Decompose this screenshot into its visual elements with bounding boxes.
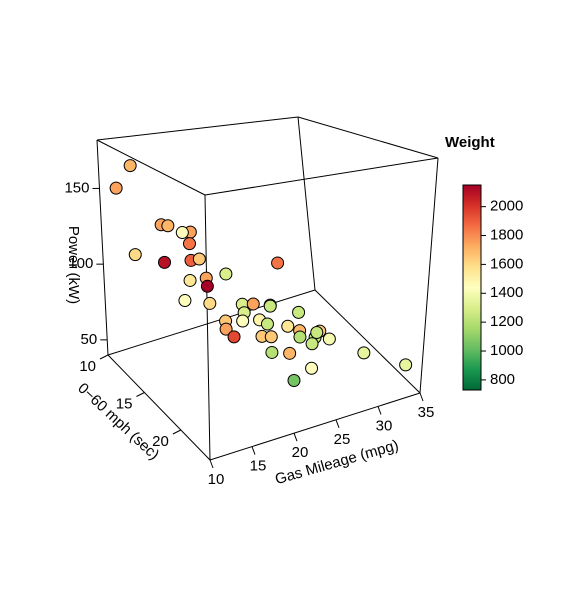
box-edge xyxy=(107,354,211,461)
point xyxy=(264,330,278,344)
y-axis-label: 0−60 mph (sec) xyxy=(74,380,162,464)
point xyxy=(287,373,301,387)
point xyxy=(192,252,206,266)
x-tick-label: 20 xyxy=(292,444,309,461)
point xyxy=(260,317,274,331)
x-tick xyxy=(419,392,424,402)
point xyxy=(322,332,336,346)
x-tick xyxy=(335,419,340,428)
point xyxy=(292,305,306,319)
colorbar-tick-label: 1200 xyxy=(490,313,523,330)
point xyxy=(293,330,307,344)
colorbar-tick-label: 1000 xyxy=(490,342,523,359)
box-edge xyxy=(96,116,299,141)
y-tick-label: 10 xyxy=(79,358,96,375)
colorbar-tick-label: 1400 xyxy=(490,284,523,301)
box-edge xyxy=(96,139,206,196)
x-tick xyxy=(377,406,382,415)
point xyxy=(310,325,324,339)
point xyxy=(178,294,192,308)
colorbar-tick-label: 800 xyxy=(490,371,515,388)
point xyxy=(161,219,175,233)
point xyxy=(283,346,297,360)
x-tick xyxy=(209,459,214,469)
point xyxy=(128,248,142,262)
x-tick xyxy=(251,446,256,455)
point xyxy=(281,319,295,333)
z-tick-label: 50 xyxy=(81,331,98,348)
point xyxy=(219,322,233,336)
x-tick xyxy=(293,433,298,442)
y-tick-label: 15 xyxy=(116,395,133,412)
point xyxy=(305,361,319,375)
point xyxy=(357,346,371,360)
point xyxy=(158,255,172,269)
point xyxy=(219,267,233,281)
box-edge xyxy=(209,392,421,461)
box-edge xyxy=(314,289,421,394)
x-tick-label: 15 xyxy=(250,458,267,475)
box-edge xyxy=(204,157,439,196)
y-tick xyxy=(172,429,182,435)
point xyxy=(123,159,137,173)
x-tick-label: 35 xyxy=(418,404,435,421)
point xyxy=(263,299,277,313)
point xyxy=(271,256,285,270)
point xyxy=(305,337,319,351)
box-edge xyxy=(96,139,109,356)
box-edge xyxy=(204,194,211,461)
point xyxy=(183,273,197,287)
z-tick-label: 150 xyxy=(64,179,89,196)
z-tick-label: 100 xyxy=(68,255,93,272)
box-edge xyxy=(419,157,439,394)
point xyxy=(175,226,189,240)
point xyxy=(246,297,260,311)
box-edge xyxy=(107,289,316,356)
point xyxy=(236,314,250,328)
point xyxy=(265,345,279,359)
box-edge xyxy=(297,116,316,291)
colorbar xyxy=(462,184,482,391)
colorbar-tick-label: 2000 xyxy=(490,198,523,215)
x-tick-label: 25 xyxy=(334,431,351,448)
box xyxy=(96,116,439,461)
point xyxy=(200,279,214,293)
x-tick-label: 30 xyxy=(376,417,393,434)
y-tick xyxy=(99,354,109,360)
point xyxy=(227,330,241,344)
point xyxy=(109,181,123,195)
point xyxy=(399,358,413,372)
colorbar-tick-label: 1800 xyxy=(490,226,523,243)
x-tick-label: 10 xyxy=(208,471,225,488)
y-tick xyxy=(136,392,145,397)
colorbar-tick-label: 1600 xyxy=(490,255,523,272)
colorbar-title: Weight xyxy=(445,134,495,151)
z-axis-label: Power (kW) xyxy=(65,226,82,304)
box-edge xyxy=(297,116,439,159)
y-tick-label: 20 xyxy=(152,433,169,450)
point xyxy=(182,237,196,251)
point xyxy=(203,296,217,310)
